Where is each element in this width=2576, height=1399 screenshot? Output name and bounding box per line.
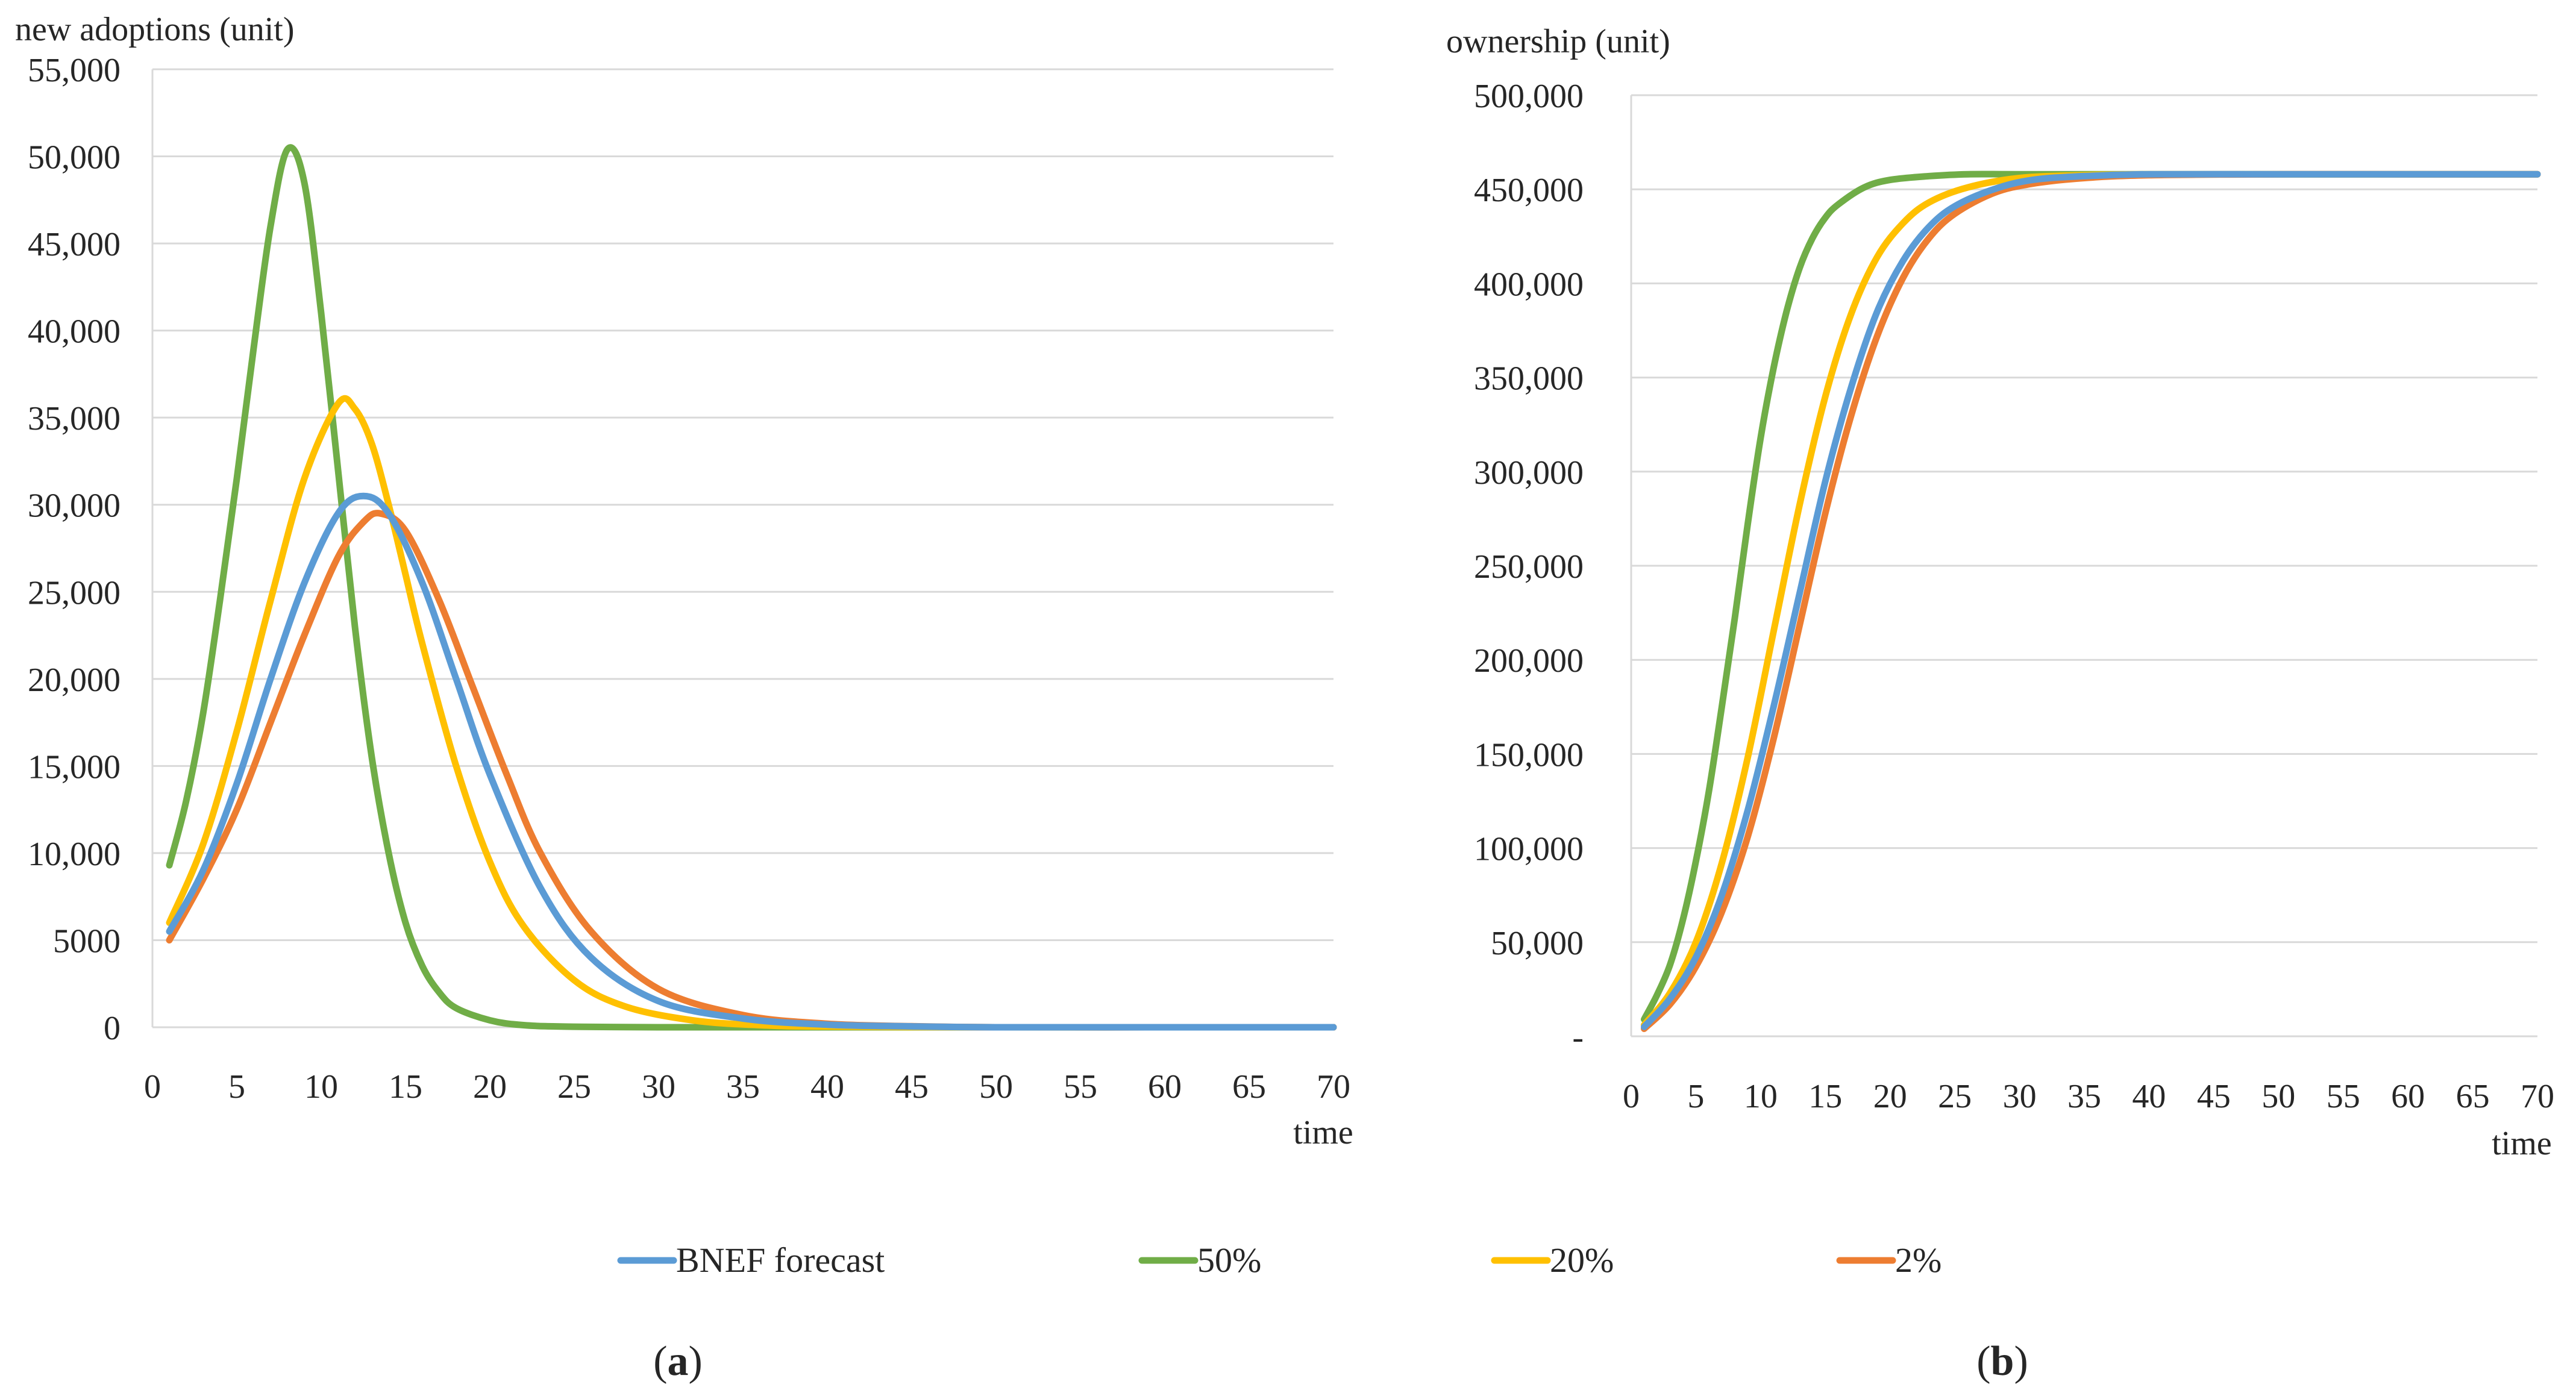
y-axis-label-a: new adoptions (unit) [15, 11, 294, 48]
series-line-a-20 [166, 395, 1337, 1031]
x-tick-label-b: 45 [2197, 1078, 2231, 1115]
y-tick-label-b: 400,000 [1474, 266, 1584, 303]
y-tick-label-b: 300,000 [1474, 454, 1584, 492]
x-tick-label-b: 15 [1808, 1078, 1842, 1115]
x-tick-label-a: 50 [979, 1068, 1013, 1106]
x-tick-label-a: 25 [557, 1068, 591, 1106]
x-tick-label-b: 65 [2456, 1078, 2490, 1115]
panel-label-a-open: ( [653, 1338, 667, 1385]
panel-label-b: (b) [1976, 1338, 2028, 1385]
legend-label-20: 20% [1550, 1241, 1614, 1280]
x-tick-label-b: 55 [2327, 1078, 2360, 1115]
x-tick-label-b: 70 [2521, 1078, 2554, 1115]
chart-panel-a: 0 5000 10,000 15,000 20,000 25,000 30,000 35,00… [15, 11, 1353, 1151]
x-tick-label-b: 50 [2261, 1078, 2295, 1115]
x-axis-label-b: time [2492, 1125, 2552, 1162]
x-tick-label-b: 35 [2067, 1078, 2101, 1115]
x-tick-label-b: 10 [1744, 1078, 1778, 1115]
x-tick-label-a: 5 [228, 1068, 245, 1106]
x-tick-label-a: 60 [1148, 1068, 1182, 1106]
y-tick-label-a: 10,000 [28, 836, 121, 873]
x-tick-label-b: 25 [1938, 1078, 1972, 1115]
panel-label-a: (a) [653, 1338, 703, 1385]
x-tick-label-a: 40 [810, 1068, 844, 1106]
x-tick-label-b: 30 [2003, 1078, 2037, 1115]
series-line-a-2 [166, 510, 1337, 1031]
x-tick-label-a: 55 [1064, 1068, 1097, 1106]
y-tick-label-b: - [1572, 1019, 1584, 1056]
y-tick-label-b: 350,000 [1474, 360, 1584, 398]
y-tick-label-a: 0 [104, 1010, 121, 1047]
x-tick-label-a: 65 [1232, 1068, 1266, 1106]
x-tick-label-b: 40 [2132, 1078, 2166, 1115]
y-tick-label-b: 50,000 [1491, 925, 1584, 962]
x-tick-label-a: 30 [642, 1068, 675, 1106]
y-tick-label-b: 100,000 [1474, 831, 1584, 868]
y-tick-label-a: 40,000 [28, 313, 121, 351]
y-tick-label-a: 30,000 [28, 487, 121, 525]
x-tick-label-b: 0 [1623, 1078, 1640, 1115]
y-tick-label-a: 50,000 [28, 139, 121, 177]
x-tick-label-b: 20 [1873, 1078, 1907, 1115]
y-tick-label-a: 25,000 [28, 574, 121, 612]
panel-label-b-close: ) [2014, 1338, 2028, 1385]
legend-item-bnef[interactable]: BNEF forecast [617, 1241, 885, 1280]
x-tick-label-b: 60 [2391, 1078, 2425, 1115]
legend: BNEF forecast 50% 20% 2% [617, 1241, 1941, 1280]
series-line-b-bnef-forecast [1641, 171, 2541, 1030]
legend-item-20[interactable]: 20% [1491, 1241, 1614, 1280]
y-tick-label-b: 450,000 [1474, 172, 1584, 209]
y-tick-label-a: 45,000 [28, 226, 121, 263]
x-tick-label-a: 10 [304, 1068, 338, 1106]
y-tick-label-a: 55,000 [28, 52, 121, 89]
y-tick-label-b: 150,000 [1474, 736, 1584, 774]
x-axis-label-a: time [1293, 1114, 1353, 1151]
x-tick-label-a: 70 [1317, 1068, 1350, 1106]
x-tick-label-a: 15 [389, 1068, 422, 1106]
panel-label-a-close: ) [689, 1338, 703, 1385]
series-line-b-20 [1641, 171, 2541, 1028]
x-tick-label-b: 5 [1687, 1078, 1704, 1115]
y-tick-label-a: 20,000 [28, 662, 121, 699]
legend-label-50: 50% [1197, 1241, 1261, 1280]
x-tick-label-a: 0 [144, 1068, 161, 1106]
panel-label-a-letter: a [668, 1338, 689, 1385]
y-axis-label-b: ownership (unit) [1446, 23, 1670, 60]
x-tick-label-a: 45 [895, 1068, 929, 1106]
series-line-a-bnef-forecast [166, 492, 1337, 1031]
panel-label-b-letter: b [1991, 1338, 2014, 1385]
chart-panel-b: - 50,000 100,000 150,000 200,000 250,000 300,0… [1446, 23, 2554, 1162]
y-tick-label-a: 15,000 [28, 748, 121, 786]
legend-label-2: 2% [1895, 1241, 1941, 1280]
panel-label-b-open: ( [1976, 1338, 1990, 1385]
y-tick-label-a: 35,000 [28, 400, 121, 437]
x-tick-label-a: 35 [726, 1068, 760, 1106]
y-tick-label-b: 500,000 [1474, 78, 1584, 115]
y-tick-label-a: 5000 [53, 922, 121, 960]
legend-label-bnef: BNEF forecast [676, 1241, 885, 1280]
legend-item-50[interactable]: 50% [1138, 1241, 1261, 1280]
y-tick-label-b: 250,000 [1474, 548, 1584, 586]
series-line-a-50 [166, 144, 1337, 1031]
y-tick-label-b: 200,000 [1474, 642, 1584, 680]
x-tick-label-a: 20 [473, 1068, 507, 1106]
legend-item-2[interactable]: 2% [1836, 1241, 1941, 1280]
